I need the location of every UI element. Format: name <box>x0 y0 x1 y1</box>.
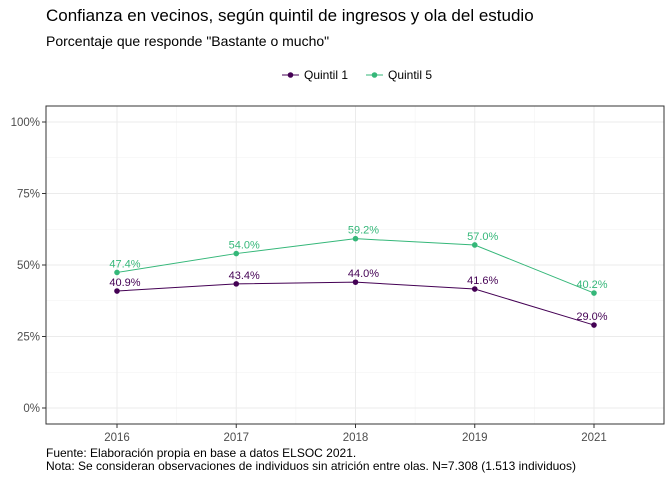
grid-lines <box>46 106 664 424</box>
data-point <box>471 286 478 292</box>
x-tick-label: 2016 <box>104 432 130 444</box>
y-tick-label: 50% <box>17 260 40 272</box>
legend-marker <box>371 72 378 78</box>
series-2: 47.4% 54.0% 59.2% 57.0% 40.2% <box>109 225 608 296</box>
data-label: 47.4% <box>109 258 140 270</box>
data-label: 44.0% <box>348 268 379 280</box>
data-label: 59.2% <box>348 225 379 237</box>
data-point <box>352 279 359 285</box>
series-layer: 40.9% 43.4% 44.0% 41.6% 29.0% 47.4% 54.0% 59.2%… <box>109 225 608 328</box>
axes: 0% 25% 50% 75% 100% 2016 2017 2018 2019 2021 <box>11 117 607 444</box>
data-label: 43.4% <box>229 270 260 282</box>
series-1: 40.9% 43.4% 44.0% 41.6% 29.0% <box>109 268 608 328</box>
y-tick-label: 100% <box>11 117 40 129</box>
data-label: 29.0% <box>576 311 607 323</box>
x-tick-label: 2017 <box>223 432 249 444</box>
x-tick-label: 2019 <box>462 432 488 444</box>
y-tick-label: 25% <box>17 332 40 344</box>
data-point <box>233 250 240 257</box>
legend-label: Quintil 5 <box>388 68 432 82</box>
data-point <box>591 290 597 296</box>
data-label: 40.9% <box>109 277 140 289</box>
chart-title: Confianza en vecinos, según quintil de i… <box>46 6 534 25</box>
y-tick-label: 0% <box>23 403 40 415</box>
data-label: 57.0% <box>467 231 498 243</box>
data-label: 54.0% <box>229 240 260 252</box>
legend-label: Quintil 1 <box>304 68 348 82</box>
legend: Quintil 1 Quintil 5 <box>282 68 432 82</box>
data-point <box>233 281 240 287</box>
data-point <box>114 269 120 276</box>
legend-marker <box>287 72 294 78</box>
chart-subtitle: Porcentaje que responde "Bastante o much… <box>46 33 330 49</box>
legend-item: Quintil 1 <box>282 68 348 82</box>
data-point <box>352 235 359 242</box>
caption-source: Fuente: Elaboración propia en base a dat… <box>46 446 357 460</box>
data-label: 40.2% <box>576 279 607 291</box>
x-tick-label: 2021 <box>581 432 607 444</box>
data-point <box>471 242 478 248</box>
legend-item: Quintil 5 <box>366 68 432 82</box>
caption-note: Nota: Se consideran observaciones de ind… <box>46 459 576 473</box>
x-tick-label: 2018 <box>343 432 369 444</box>
data-point <box>591 322 597 328</box>
y-tick-label: 75% <box>17 189 40 201</box>
data-label: 41.6% <box>467 275 498 287</box>
data-point <box>114 288 120 294</box>
